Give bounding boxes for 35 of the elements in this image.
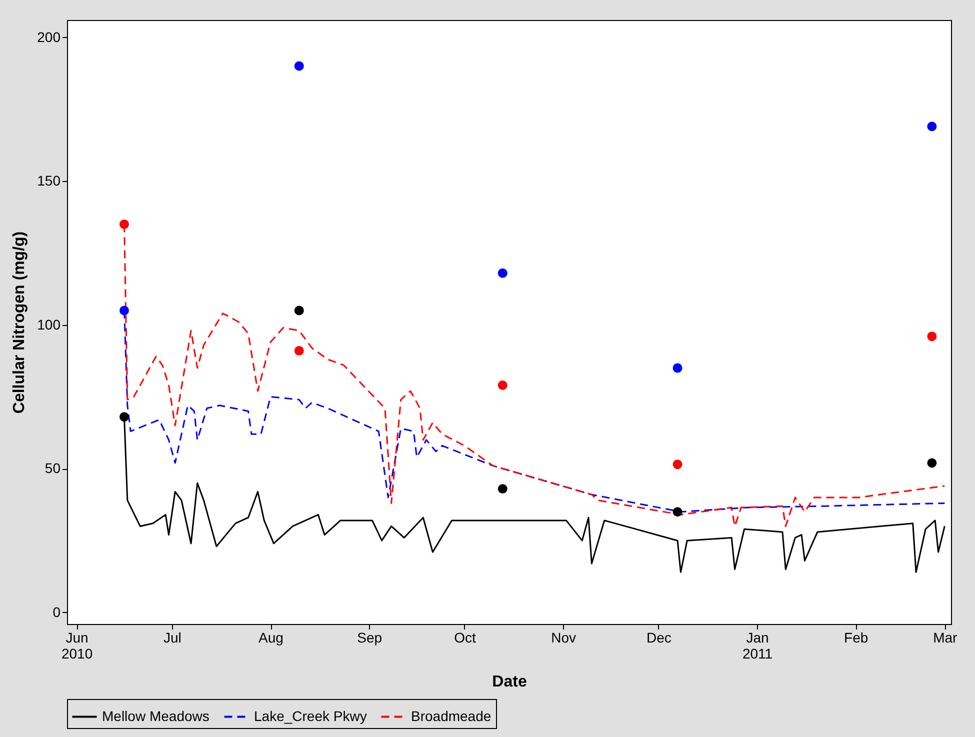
x-tick-label: Mar xyxy=(933,630,958,646)
point xyxy=(927,332,937,342)
x-tick-label: Jul xyxy=(163,630,182,646)
legend-label: Broadmeade xyxy=(411,708,492,724)
y-tick-label: 50 xyxy=(44,460,61,476)
point xyxy=(927,122,937,132)
legend-label: Lake_Creek Pkwy xyxy=(254,708,367,724)
y-tick-label: 0 xyxy=(52,604,61,620)
x-tick-label: Jan 2011 xyxy=(742,630,773,662)
x-tick-label: Jun 2010 xyxy=(61,630,93,662)
x-axis-title: Date xyxy=(492,674,527,690)
x-tick-label: Dec xyxy=(646,630,672,646)
y-axis-title: Cellular Nitrogen (mg/g) xyxy=(11,231,28,414)
x-tick-label: Feb xyxy=(844,630,868,646)
x-tick-label: Aug xyxy=(258,630,284,646)
point xyxy=(672,460,682,470)
point xyxy=(119,412,129,422)
point xyxy=(119,219,129,229)
point xyxy=(498,484,508,494)
point xyxy=(294,346,304,356)
point xyxy=(672,363,682,373)
point xyxy=(927,458,937,468)
point xyxy=(672,507,682,517)
point xyxy=(119,306,129,316)
point xyxy=(498,268,508,278)
x-tick-label: Oct xyxy=(454,630,476,646)
x-tick-label: Nov xyxy=(551,630,576,646)
x-tick-label: Sep xyxy=(357,630,382,646)
point xyxy=(498,380,508,390)
y-tick-label: 100 xyxy=(37,316,61,332)
point xyxy=(294,306,304,316)
y-tick-label: 150 xyxy=(37,172,61,189)
point xyxy=(294,61,304,71)
legend-label: Mellow Meadows xyxy=(102,708,210,724)
y-tick-label: 200 xyxy=(37,28,61,45)
